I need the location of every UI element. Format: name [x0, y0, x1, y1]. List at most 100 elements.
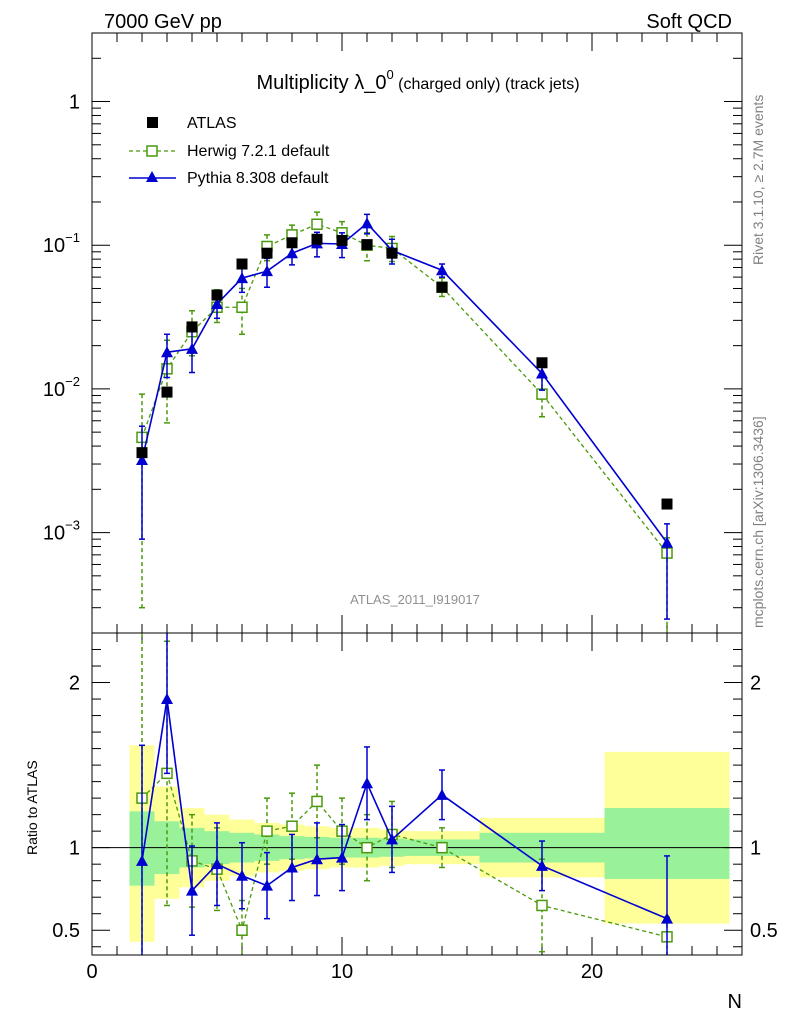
- ratio-y-tick-label-left: 1: [69, 838, 80, 860]
- pythia-marker: [161, 346, 173, 358]
- pythia-ratio-marker: [186, 884, 198, 896]
- pythia-ratio-marker: [261, 879, 273, 891]
- legend-herwig-marker: [146, 145, 158, 157]
- pythia-marker: [536, 367, 548, 379]
- pythia-ratio-marker: [161, 693, 173, 705]
- main-y-tick-label: 1: [69, 92, 80, 114]
- pythia-marker: [436, 264, 448, 276]
- atlas-marker: [311, 233, 323, 245]
- ratio-plot-frame: [91, 632, 743, 956]
- herwig-ratio-marker: [361, 841, 373, 854]
- chart-title-main: Multiplicity λ_0: [256, 72, 386, 94]
- atlas-marker: [211, 289, 223, 301]
- side-label-rivet: Rivet 3.1.10, ≥ 2.7M events: [750, 95, 766, 265]
- herwig-ratio-marker: [436, 841, 448, 854]
- herwig-ratio-marker: [261, 825, 273, 837]
- atlas-marker: [536, 357, 548, 369]
- x-axis-label: N: [728, 991, 742, 1013]
- pythia-ratio-marker: [311, 853, 323, 865]
- legend-pythia-label: Pythia 8.308 default: [187, 170, 329, 187]
- atlas-marker: [186, 321, 198, 333]
- atlas-marker: [661, 498, 673, 510]
- x-tick-label: 20: [581, 961, 603, 983]
- herwig-marker: [311, 218, 323, 230]
- header-left: 7000 GeV pp: [104, 11, 222, 33]
- atlas-marker: [261, 247, 273, 259]
- legend-herwig-label: Herwig 7.2.1 default: [187, 143, 330, 160]
- main-y-tick-label: 10−1: [43, 230, 80, 257]
- herwig-ratio-line: [141, 772, 668, 938]
- atlas-marker: [436, 281, 448, 293]
- tick-label-base: 10: [43, 235, 65, 257]
- tick-label-exponent: −3: [65, 518, 80, 533]
- chart-title-sup: 0: [386, 67, 393, 82]
- pythia-marker: [186, 342, 198, 354]
- pythia-ratio-line: [141, 698, 668, 920]
- legend-atlas-marker: [147, 117, 158, 128]
- main-y-tick-label: 10−2: [43, 374, 80, 401]
- herwig-ratio-marker: [236, 924, 248, 936]
- pythia-marker: [211, 297, 223, 309]
- pythia-marker: [361, 217, 373, 229]
- chart-title-suffix: (charged only) (track jets): [394, 76, 580, 93]
- pythia-ratio-marker: [361, 777, 373, 789]
- herwig-ratio-marker: [536, 899, 548, 912]
- tick-label-base: 10: [43, 379, 65, 401]
- pythia-series-main: [136, 213, 673, 620]
- atlas-marker: [136, 447, 148, 459]
- atlas-marker: [236, 258, 248, 270]
- pythia-ratio-marker: [336, 851, 348, 863]
- side-label-mcplots: mcplots.cern.ch [arXiv:1306.3436]: [750, 416, 766, 628]
- ratio-y-tick-label-left: 2: [69, 673, 80, 695]
- pythia-marker: [286, 247, 298, 259]
- x-tick-label: 0: [86, 961, 97, 983]
- pythia-marker: [236, 272, 248, 284]
- tick-label-exponent: −1: [65, 230, 80, 245]
- pythia-marker: [661, 536, 673, 548]
- atlas-marker: [336, 234, 348, 246]
- analysis-id: ATLAS_2011_I919017: [350, 592, 480, 607]
- pythia-ratio-marker: [211, 858, 223, 870]
- tick-labels: 110−110−210−30.5 0.51 12 20 10 20: [43, 92, 778, 983]
- main-axis-ticks: [91, 32, 743, 634]
- herwig-ratio-marker: [286, 820, 298, 832]
- pythia-ratio-marker: [286, 861, 298, 873]
- ratio-y-tick-label-left: 0.5: [52, 920, 80, 942]
- legend-atlas-label: ATLAS: [187, 115, 237, 132]
- pythia-ratio-marker: [386, 833, 398, 845]
- atlas-data-points: [136, 233, 673, 510]
- atlas-marker: [161, 386, 173, 398]
- pythia-ratio-marker: [136, 854, 148, 866]
- pythia-series-ratio: [136, 633, 673, 955]
- pythia-line: [141, 222, 668, 544]
- tick-label-base: 10: [43, 523, 65, 545]
- ratio-y-tick-label-right: 1: [750, 838, 761, 860]
- herwig-ratio-marker: [311, 795, 323, 808]
- atlas-marker: [286, 237, 298, 249]
- pythia-marker: [261, 265, 273, 277]
- x-tick-label: 10: [331, 961, 353, 983]
- tick-label-base: 1: [69, 92, 80, 114]
- pythia-ratio-marker: [236, 869, 248, 881]
- herwig-series-ratio: [136, 633, 673, 955]
- ratio-y-tick-label-right: 0.5: [750, 920, 778, 942]
- pythia-ratio-marker: [536, 859, 548, 871]
- ratio-y-axis-label: Ratio to ATLAS: [24, 760, 40, 855]
- legend-pythia-marker: [146, 171, 158, 182]
- ratio-y-tick-label-right: 2: [750, 673, 761, 695]
- pythia-ratio-marker: [436, 788, 448, 800]
- pythia-marker: [136, 453, 148, 465]
- legend: ATLAS Herwig 7.2.1 default Pythia 8.308 …: [129, 115, 330, 187]
- herwig-line: [141, 223, 668, 554]
- herwig-marker: [236, 301, 248, 314]
- header-right: Soft QCD: [646, 11, 732, 33]
- atlas-marker: [361, 239, 373, 251]
- chart-title: Multiplicity λ_00 (charged only) (track …: [256, 67, 579, 94]
- tick-label-exponent: −2: [65, 374, 80, 389]
- atlas-marker: [386, 247, 398, 259]
- herwig-series-main: [136, 211, 673, 633]
- pythia-ratio-marker: [661, 912, 673, 924]
- main-y-tick-label: 10−3: [43, 518, 80, 545]
- ratio-bands: [129, 745, 730, 942]
